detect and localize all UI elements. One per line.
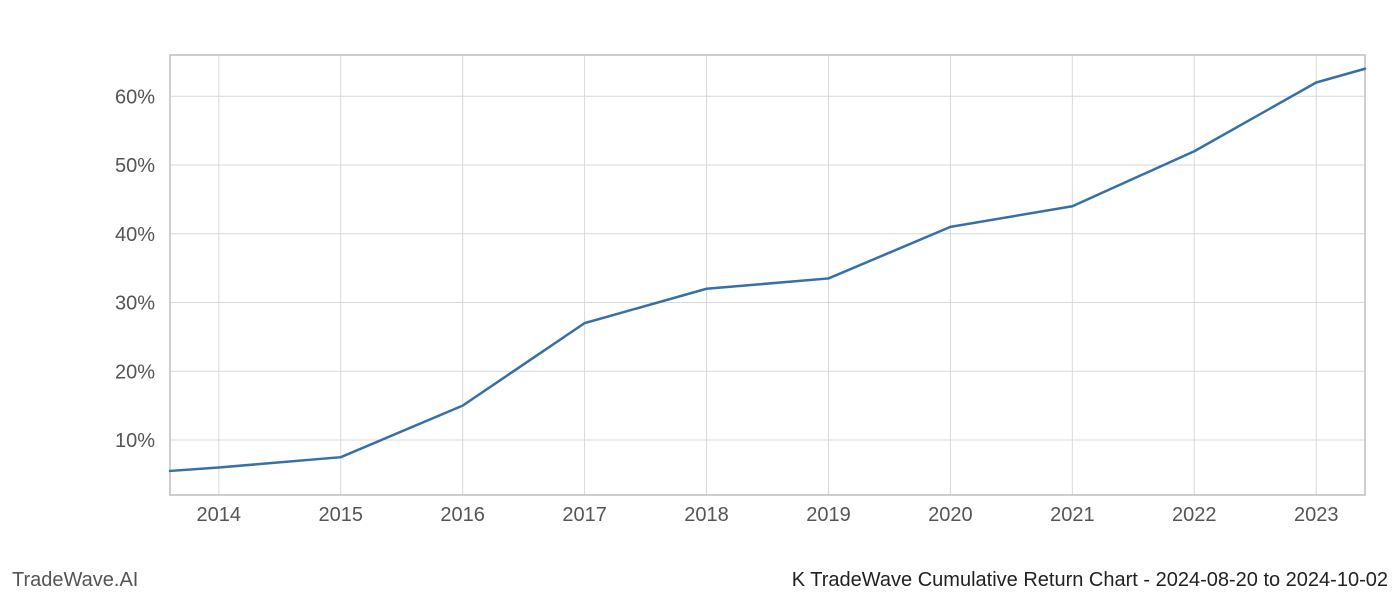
chart-bg — [0, 0, 1400, 560]
x-tick-label: 2014 — [197, 504, 242, 526]
y-tick-label: 40% — [115, 224, 155, 246]
y-tick-label: 20% — [115, 361, 155, 383]
x-tick-label: 2016 — [440, 504, 485, 526]
y-tick-label: 30% — [115, 293, 155, 315]
chart-container: 2014 2015 2016 2017 2018 2019 2020 2021 2022 2023… — [0, 0, 1400, 560]
x-tick-label: 2022 — [1172, 504, 1217, 526]
x-tick-label: 2019 — [806, 504, 851, 526]
footer-caption: K TradeWave Cumulative Return Chart - 20… — [792, 569, 1388, 592]
y-tick-label: 50% — [115, 155, 155, 177]
x-tick-label: 2023 — [1294, 504, 1339, 526]
x-tick-label: 2021 — [1050, 504, 1095, 526]
x-tick-label: 2018 — [684, 504, 729, 526]
x-tick-label: 2017 — [562, 504, 607, 526]
footer-brand: TradeWave.AI — [12, 569, 138, 592]
y-tick-label: 60% — [115, 86, 155, 108]
x-tick-label: 2020 — [928, 504, 973, 526]
x-tick-label: 2015 — [318, 504, 363, 526]
footer: TradeWave.AI K TradeWave Cumulative Retu… — [0, 564, 1400, 600]
line-chart: 2014 2015 2016 2017 2018 2019 2020 2021 2022 2023… — [0, 0, 1400, 560]
y-tick-label: 10% — [115, 430, 155, 452]
